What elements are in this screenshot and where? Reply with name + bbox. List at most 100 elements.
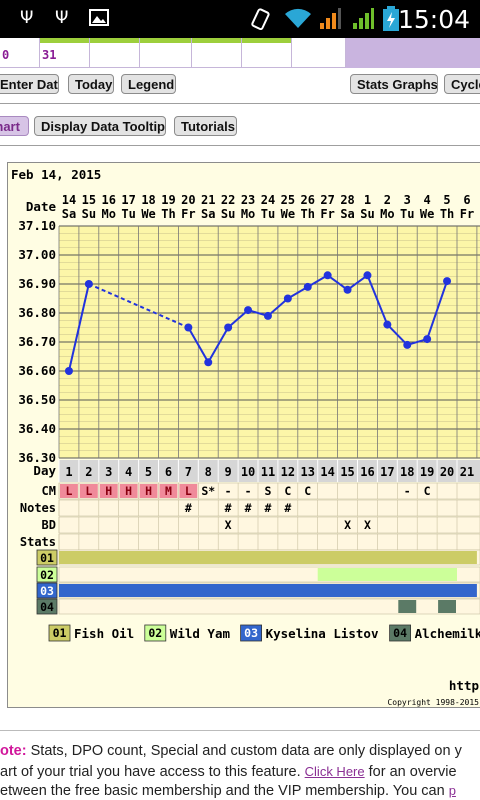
- strip-side-panel: [346, 38, 480, 68]
- day-number: 20: [440, 465, 454, 479]
- strip-cell[interactable]: [292, 38, 346, 68]
- temp-point: [244, 306, 253, 315]
- cm-cell: L: [185, 484, 192, 498]
- weekday-label: Fr: [460, 207, 474, 221]
- wifi-icon: [283, 6, 313, 35]
- notes-row-label: Notes: [20, 501, 56, 515]
- cm-cell: C: [424, 484, 431, 498]
- day-number: 7: [185, 465, 192, 479]
- enter-data-button[interactable]: Enter Data: [0, 74, 59, 94]
- note-text: art of your trial you have access to thi…: [0, 764, 305, 780]
- temp-point: [443, 277, 452, 286]
- cm-cell: -: [225, 484, 232, 498]
- strip-cell[interactable]: [242, 38, 292, 68]
- cm-cell: -: [404, 484, 411, 498]
- strip-highlight: [40, 38, 292, 43]
- usb-icon: Ψ: [55, 8, 69, 28]
- date-label: 19: [161, 193, 175, 207]
- display-tooltip-button[interactable]: Display Data Tooltip: [34, 116, 166, 136]
- date-label: 3: [404, 193, 411, 207]
- date-label: 16: [102, 193, 116, 207]
- temp-line-segment: [267, 297, 289, 317]
- legend-code: 01: [53, 626, 67, 640]
- y-tick-label: 36.70: [18, 334, 56, 349]
- day-number: 6: [165, 465, 172, 479]
- y-tick-label: 36.40: [18, 421, 56, 436]
- chart-tab-label: Chart: [0, 119, 20, 134]
- day-number: 21: [460, 465, 474, 479]
- membership-link[interactable]: p: [448, 783, 456, 798]
- weekday-label: Su: [221, 207, 235, 221]
- cm-cell: M: [165, 484, 172, 498]
- temp-line-segment: [187, 327, 210, 363]
- chart-url-text: http: [449, 678, 479, 693]
- strip-cell[interactable]: 0: [0, 38, 40, 68]
- signal-icon: [318, 7, 342, 36]
- bd-cell: X: [364, 518, 371, 532]
- today-button[interactable]: Today: [68, 74, 114, 94]
- weekday-label: Su: [82, 207, 96, 221]
- temp-point: [303, 282, 312, 291]
- weekday-label: Tu: [261, 207, 275, 221]
- notes-cell: #: [245, 501, 252, 515]
- date-label: 6: [463, 193, 470, 207]
- strip-cell[interactable]: [90, 38, 140, 68]
- cm-cell: H: [105, 484, 112, 498]
- note-lead: ote:: [0, 743, 27, 759]
- temp-line-segment: [67, 283, 90, 372]
- strip-cell[interactable]: [192, 38, 242, 68]
- date-label: 5: [443, 193, 450, 207]
- day-number: 3: [105, 465, 112, 479]
- image-icon: [89, 9, 109, 31]
- bd-cell: X: [225, 518, 232, 532]
- legend-code: 03: [244, 626, 258, 640]
- legend-label: Alchemilka: [415, 626, 480, 641]
- chart-tab-button[interactable]: Chart: [0, 116, 29, 136]
- temp-line-segment: [227, 309, 249, 329]
- stats-graphs-button[interactable]: Stats Graphs: [350, 74, 438, 94]
- bd-cell: X: [344, 518, 351, 532]
- stats-bar: [59, 551, 477, 564]
- cm-highlight: [159, 484, 178, 498]
- temp-line-segment: [366, 274, 389, 325]
- temp-point: [323, 271, 332, 280]
- stats-code-badge: [36, 566, 58, 583]
- weekday-label: Tu: [121, 207, 135, 221]
- day-number: 18: [400, 465, 414, 479]
- temp-line-segment: [386, 323, 408, 346]
- signal-icon: [351, 7, 375, 36]
- cm-highlight: [99, 484, 118, 498]
- temp-point: [263, 311, 272, 320]
- stats-code-label: 02: [40, 568, 54, 582]
- cm-row-label: CM: [42, 484, 56, 498]
- stats-code-badge: [36, 549, 58, 566]
- data-row-background: [58, 533, 480, 551]
- strip-cell[interactable]: [140, 38, 192, 68]
- temp-point: [204, 358, 213, 367]
- date-label: 22: [221, 193, 235, 207]
- cycle-button[interactable]: Cycle: [444, 74, 480, 94]
- note-text: for an overvie: [364, 764, 457, 780]
- note-line-2: art of your trial you have access to thi…: [0, 763, 457, 781]
- tutorials-button[interactable]: Tutorials: [174, 116, 237, 136]
- click-here-link[interactable]: Click Here: [304, 764, 365, 779]
- weekday-label: Th: [301, 207, 315, 221]
- battery-charging-icon: [382, 6, 400, 37]
- cm-highlight: [119, 484, 138, 498]
- date-label: 18: [141, 193, 155, 207]
- cm-cell: S: [264, 484, 271, 498]
- weekday-label: Th: [161, 207, 175, 221]
- cm-highlight: [60, 484, 78, 498]
- stats-code-badge: [36, 598, 58, 615]
- date-label: 17: [121, 193, 135, 207]
- y-tick-label: 37.00: [18, 247, 56, 262]
- y-tick-label: 36.30: [18, 450, 56, 465]
- legend-button[interactable]: Legend: [121, 74, 176, 94]
- strip-cell[interactable]: 31: [40, 38, 90, 68]
- bbt-chart: Date 14Sa15Su16Mo17Tu18We19Th20Fr21Sa22Su…: [18, 193, 480, 707]
- day-number: 14: [320, 465, 334, 479]
- weekday-label: Tu: [400, 207, 414, 221]
- legend-swatch: [48, 624, 71, 642]
- cm-highlight: [139, 484, 158, 498]
